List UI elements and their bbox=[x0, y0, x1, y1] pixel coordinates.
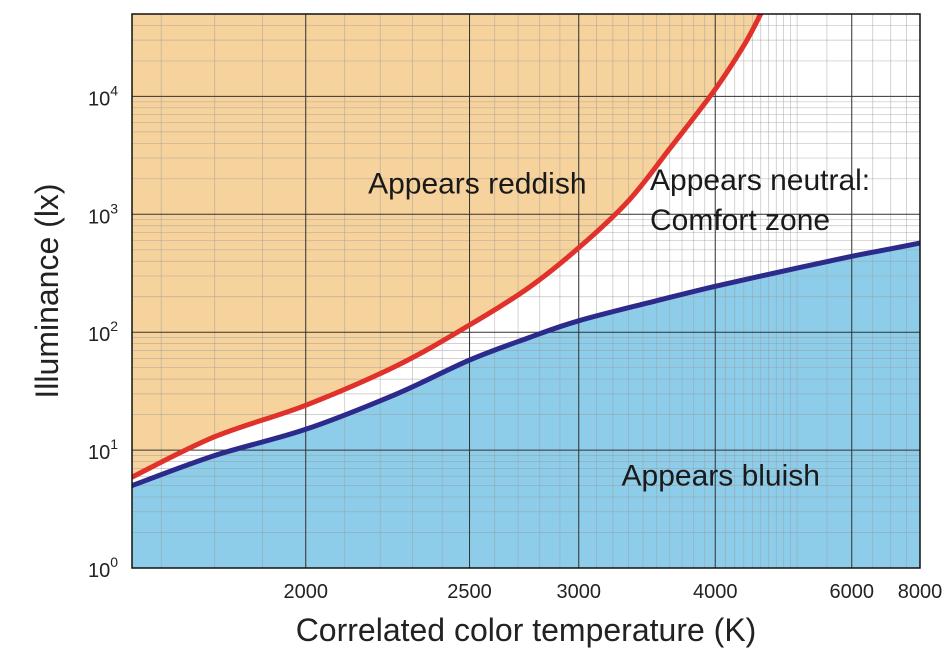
axes: 2000 2500 3000 4000 6000 8000100101102103104C… bbox=[29, 13, 943, 648]
y-tick-base: 10 bbox=[88, 560, 110, 582]
x-tick-label: 6000 bbox=[829, 581, 874, 603]
y-tick-exponent: 4 bbox=[110, 82, 118, 98]
y-tick-label: 102 bbox=[88, 318, 118, 346]
y-axis-title: Illuminance (lx) bbox=[29, 183, 65, 398]
bluish-boundary-line bbox=[132, 240, 920, 489]
x-tick-label: 8000 bbox=[898, 581, 943, 603]
y-tick-exponent: 0 bbox=[110, 554, 118, 570]
neutral-region-label: Appears neutral: bbox=[650, 164, 870, 197]
y-tick-base: 10 bbox=[88, 206, 110, 228]
reddish-region-label: Appears reddish bbox=[368, 168, 586, 201]
plot-area bbox=[132, 14, 920, 568]
x-tick-label: 4000 bbox=[693, 581, 738, 603]
plot-content bbox=[132, 14, 920, 568]
y-tick-label: 104 bbox=[88, 82, 118, 110]
y-tick-base: 10 bbox=[88, 324, 110, 346]
region-labels: Appears reddish Appears neutral: Comfort z… bbox=[368, 164, 870, 492]
reddish-boundary-line bbox=[132, 14, 764, 480]
y-tick-label: 100 bbox=[88, 554, 118, 582]
y-tick-base: 10 bbox=[88, 88, 110, 110]
y-tick-label: 101 bbox=[88, 436, 118, 464]
neutral-region-label-line2: Comfort zone bbox=[650, 204, 830, 237]
reddish-region-fill bbox=[132, 14, 761, 478]
plot-frame bbox=[131, 13, 921, 569]
bluish-region-label: Appears bluish bbox=[622, 460, 820, 493]
x-tick-label: 2000 bbox=[283, 581, 328, 603]
y-tick-exponent: 2 bbox=[110, 318, 118, 334]
y-tick-exponent: 1 bbox=[110, 436, 118, 452]
x-tick-label: 3000 bbox=[556, 581, 601, 603]
y-tick-base: 10 bbox=[88, 442, 110, 464]
x-tick-label: 2500 bbox=[447, 581, 492, 603]
x-axis-title: Correlated color temperature (K) bbox=[296, 612, 757, 648]
y-tick-label: 103 bbox=[88, 200, 118, 228]
bluish-region-fill bbox=[132, 243, 920, 568]
y-tick-exponent: 3 bbox=[110, 200, 118, 216]
